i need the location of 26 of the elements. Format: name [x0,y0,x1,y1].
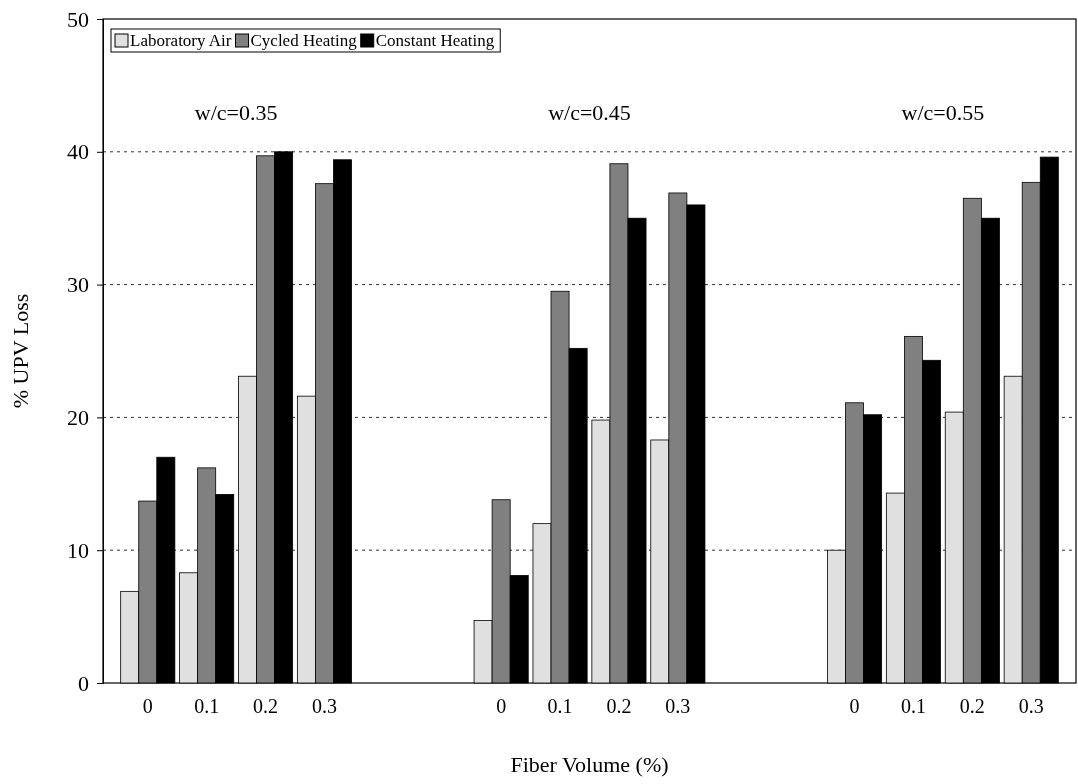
x-tick-label: 0 [849,695,860,718]
x-tick-label: 0.2 [959,695,985,718]
annotation: w/c=0.35 [194,100,278,125]
legend-label: Constant Heating [375,31,495,50]
annotation: w/c=0.45 [548,100,631,125]
x-tick-label: 0 [496,695,507,718]
y-tick-label: 10 [67,537,89,563]
x-tick-label: 0.1 [900,695,926,718]
x-tick-label: 0 [142,695,153,718]
x-tick-label: 0.2 [253,695,279,718]
x-tick-label: 0.3 [1018,695,1044,718]
y-tick-label: 50 [67,6,89,32]
x-tick-label: 0.3 [665,695,691,718]
y-tick-label: 0 [78,670,89,696]
legend-label: Cycled Heating [250,31,358,50]
y-tick-label: 40 [67,139,89,165]
y-tick-label: 20 [67,404,89,430]
x-tick-label: 0.2 [606,695,632,718]
x-tick-label: 0.3 [311,695,337,718]
y-axis-title: % UPV Loss [8,293,33,409]
y-tick-label: 30 [67,272,89,298]
legend-label: Laboratory Air [130,31,232,50]
x-axis-title: Fiber Volume (%) [510,752,669,777]
x-tick-label: 0.1 [547,695,573,718]
x-tick-label: 0.1 [194,695,220,718]
annotation: w/c=0.55 [901,100,985,125]
